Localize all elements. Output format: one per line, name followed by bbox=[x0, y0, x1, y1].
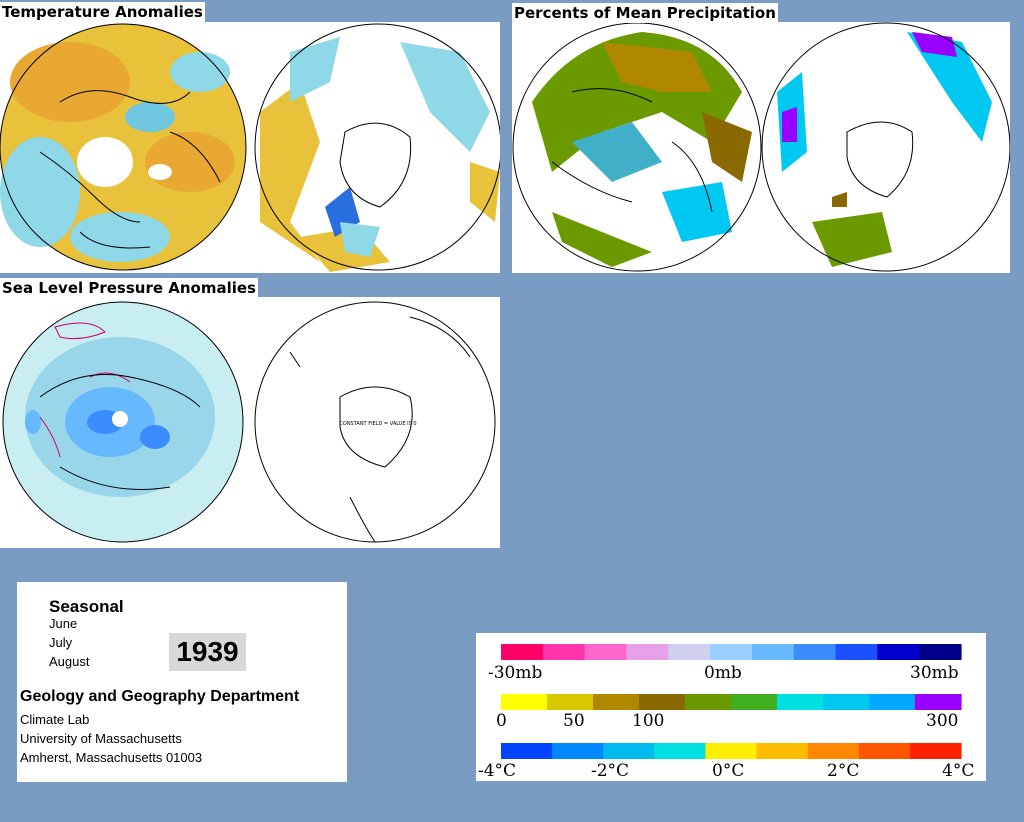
info-box: Seasonal June July August Geology and Ge… bbox=[17, 582, 347, 782]
precipitation-south-hemisphere bbox=[761, 22, 1010, 272]
pressure-swatch bbox=[626, 644, 669, 660]
precipitation-swatch bbox=[823, 694, 870, 710]
temperature-swatch bbox=[603, 743, 655, 759]
pressure-title: Sea Level Pressure Anomalies bbox=[0, 278, 258, 298]
pressure-label-mid: 0mb bbox=[704, 663, 742, 683]
pressure-south-label: CONSTANT FIELD = VALUE IS 0 bbox=[339, 421, 416, 427]
temperature-north-hemisphere bbox=[0, 23, 247, 271]
temperature-swatch bbox=[654, 743, 707, 759]
year-display: 1939 bbox=[169, 633, 246, 671]
temp-label-4: 4°C bbox=[942, 761, 975, 781]
precipitation-swatch bbox=[593, 694, 640, 710]
precipitation-maps bbox=[512, 22, 1010, 272]
precipitation-color-bar bbox=[501, 694, 962, 710]
precip-label-300: 300 bbox=[926, 711, 959, 731]
month-3: August bbox=[49, 654, 90, 669]
temperature-color-bar bbox=[501, 743, 962, 759]
precipitation-swatch bbox=[777, 694, 824, 710]
temp-label-2: 2°C bbox=[827, 761, 860, 781]
pressure-label-min: -30mb bbox=[488, 663, 543, 683]
period-label: Seasonal bbox=[49, 597, 124, 616]
university: University of Massachusetts bbox=[20, 731, 182, 746]
temp-label-n4: -4°C bbox=[478, 761, 517, 781]
pressure-swatch bbox=[668, 644, 711, 660]
temperature-maps bbox=[0, 23, 500, 272]
color-bars bbox=[501, 644, 962, 759]
pressure-swatch bbox=[793, 644, 837, 660]
temp-label-n2: -2°C bbox=[591, 761, 630, 781]
department: Geology and Geography Department bbox=[20, 688, 300, 705]
temperature-swatch bbox=[705, 743, 758, 759]
precipitation-swatch bbox=[869, 694, 916, 710]
precipitation-swatch bbox=[731, 694, 778, 710]
lab: Climate Lab bbox=[20, 712, 90, 727]
precip-label-50: 50 bbox=[563, 711, 585, 731]
temperature-swatch bbox=[858, 743, 911, 759]
temperature-swatch bbox=[909, 743, 962, 759]
pressure-swatch bbox=[919, 644, 962, 660]
precipitation-swatch bbox=[501, 694, 548, 710]
temperature-panel bbox=[0, 22, 500, 273]
month-1: June bbox=[49, 616, 78, 631]
pressure-swatch bbox=[751, 644, 795, 660]
precipitation-swatch bbox=[547, 694, 594, 710]
pressure-swatch bbox=[501, 644, 544, 660]
precipitation-panel bbox=[512, 22, 1010, 273]
pressure-swatch bbox=[542, 644, 586, 660]
temperature-swatch bbox=[501, 743, 553, 759]
month-2: July bbox=[49, 635, 73, 650]
precip-label-0: 0 bbox=[496, 711, 507, 731]
temp-label-0: 0°C bbox=[712, 761, 745, 781]
pressure-color-bar bbox=[501, 644, 962, 660]
precipitation-swatch bbox=[915, 694, 962, 710]
pressure-label-max: 30mb bbox=[910, 663, 959, 683]
pressure-south-hemisphere: CONSTANT FIELD = VALUE IS 0 bbox=[254, 301, 496, 543]
precip-label-100: 100 bbox=[632, 711, 665, 731]
pressure-swatch bbox=[584, 644, 628, 660]
legend-box: -30mb 0mb 30mb 0 50 100 300 -4°C -2°C 0°… bbox=[476, 633, 986, 781]
pressure-swatch bbox=[710, 644, 753, 660]
temperature-swatch bbox=[552, 743, 604, 759]
precipitation-swatch bbox=[685, 694, 732, 710]
pressure-maps: CONSTANT FIELD = VALUE IS 0 bbox=[2, 301, 496, 543]
precipitation-north-hemisphere bbox=[512, 22, 762, 272]
pressure-panel: CONSTANT FIELD = VALUE IS 0 bbox=[0, 297, 500, 548]
pressure-swatch bbox=[877, 644, 920, 660]
temperature-swatch bbox=[756, 743, 809, 759]
temperature-title: Temperature Anomalies bbox=[0, 2, 205, 22]
precipitation-title: Percents of Mean Precipitation bbox=[512, 3, 778, 23]
pressure-north-hemisphere bbox=[2, 301, 244, 543]
precipitation-swatch bbox=[639, 694, 686, 710]
temperature-south-hemisphere bbox=[254, 23, 500, 272]
pressure-swatch bbox=[835, 644, 878, 660]
address: Amherst, Massachusetts 01003 bbox=[20, 750, 203, 765]
temperature-swatch bbox=[807, 743, 860, 759]
